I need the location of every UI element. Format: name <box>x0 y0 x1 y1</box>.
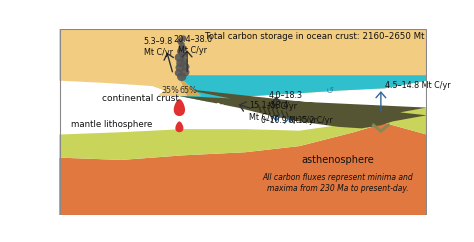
Ellipse shape <box>179 45 186 52</box>
Ellipse shape <box>177 48 185 55</box>
Polygon shape <box>179 75 427 101</box>
Text: 0–10.9 Mt C/yr: 0–10.9 Mt C/yr <box>261 116 317 125</box>
Text: mantle lithosphere: mantle lithosphere <box>71 120 152 129</box>
Ellipse shape <box>180 58 188 65</box>
Text: 20.4–38.0
Mt C/yr: 20.4–38.0 Mt C/yr <box>173 35 212 55</box>
Ellipse shape <box>175 53 184 62</box>
Polygon shape <box>59 108 427 160</box>
Polygon shape <box>59 123 427 215</box>
Text: All carbon fluxes represent minima and
maxima from 230 Ma to present-day.: All carbon fluxes represent minima and m… <box>263 173 414 193</box>
Polygon shape <box>59 29 427 101</box>
Text: ↺: ↺ <box>327 86 335 96</box>
Text: continental crust: continental crust <box>102 94 179 103</box>
Ellipse shape <box>177 38 183 44</box>
Polygon shape <box>372 123 390 133</box>
Polygon shape <box>179 77 201 96</box>
Polygon shape <box>179 88 427 128</box>
Ellipse shape <box>180 68 190 76</box>
Ellipse shape <box>176 59 186 67</box>
Polygon shape <box>174 99 185 116</box>
Ellipse shape <box>180 35 186 41</box>
Text: 35%: 35% <box>162 86 180 95</box>
Polygon shape <box>175 121 183 132</box>
Ellipse shape <box>175 69 182 76</box>
Ellipse shape <box>179 52 187 59</box>
Polygon shape <box>158 77 201 96</box>
Text: ocean crust: ocean crust <box>215 101 257 122</box>
Text: Total carbon storage in ocean crust: 2160–2650 Mt: Total carbon storage in ocean crust: 216… <box>205 32 425 41</box>
Text: 4.0–18.3
Mt C/yr: 4.0–18.3 Mt C/yr <box>268 91 302 111</box>
Ellipse shape <box>175 63 185 72</box>
Text: asthenosphere: asthenosphere <box>302 155 374 165</box>
Text: 4.5–14.8 Mt C/yr: 4.5–14.8 Mt C/yr <box>385 81 450 90</box>
Text: 65%: 65% <box>180 86 198 95</box>
Text: 15.1–58.4
Mt C/yr: 15.1–58.4 Mt C/yr <box>249 101 288 121</box>
Ellipse shape <box>177 72 186 81</box>
Text: 5.3–9.8
Mt C/yr: 5.3–9.8 Mt C/yr <box>144 37 173 57</box>
Ellipse shape <box>179 42 185 47</box>
Ellipse shape <box>182 63 190 70</box>
Text: 0–15.2 C/yr: 0–15.2 C/yr <box>290 116 333 125</box>
